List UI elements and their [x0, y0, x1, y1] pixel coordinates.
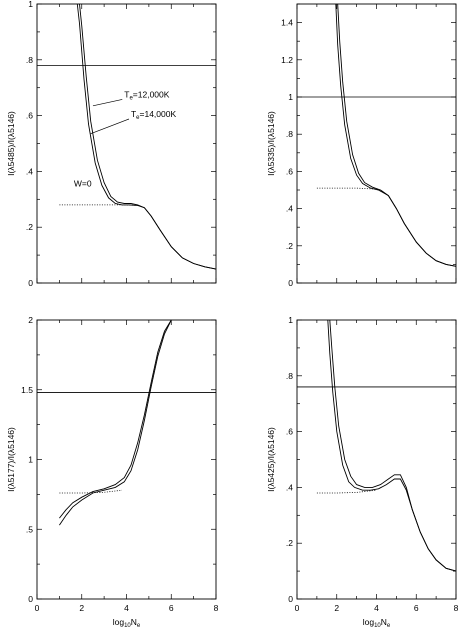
x-tick-label: 6: [169, 603, 174, 613]
y-tick-label: .6: [286, 166, 293, 176]
y-tick-label: .4: [26, 166, 33, 176]
x-tick-label: 6: [414, 603, 419, 613]
x-tick-label: 2: [334, 603, 339, 613]
series-line-0: [329, 319, 457, 572]
annotation-label: Te=12,000K: [124, 89, 170, 101]
x-axis-label: log10Ne: [363, 617, 391, 627]
annotation-pointer: [90, 118, 130, 135]
y-tick-label: .6: [286, 427, 293, 437]
annotation-pointer: [92, 99, 123, 107]
x-tick-label: 2: [79, 603, 84, 613]
y-tick-label: .8: [286, 129, 293, 139]
y-tick-label: .2: [286, 241, 293, 251]
y-tick-label: .8: [286, 371, 293, 381]
plot-frame: [36, 319, 217, 600]
y-tick-label: .4: [286, 482, 293, 492]
x-tick-label: 0: [295, 603, 300, 613]
y-tick-label: 0: [28, 594, 33, 604]
x-tick-label: 8: [214, 603, 219, 613]
y-tick-label: .4: [286, 204, 293, 214]
y-tick-label: 1.2: [281, 55, 293, 65]
y-tick-label: 0: [28, 278, 33, 288]
y-axis-label: I(λ5335)/I(λ5146): [266, 111, 276, 176]
y-tick-label: 1: [288, 315, 293, 325]
y-tick-label: .2: [286, 538, 293, 548]
annotation-label: W=0: [74, 179, 92, 189]
series-line-1: [335, 3, 457, 267]
x-axis-label: log10Ne: [113, 617, 141, 627]
chart-panels: 0 .2 .4 .6 .8 1 I(λ5485)/I(λ5146) Te=12,000K Te=…: [6, 0, 459, 627]
y-tick-label: 1: [28, 0, 33, 9]
y-tick-label: .2: [26, 222, 33, 232]
y-tick-label: 0: [288, 278, 293, 288]
y-tick-label: 1.4: [281, 18, 293, 28]
plot-frame: [36, 3, 217, 284]
series-line-1: [59, 319, 172, 519]
series-line-1: [76, 3, 217, 270]
chart-panel-bottom-right: 0 .2 .4 .6 .8 1 0 2 4 6 8 I(λ5425)/I(λ5146) log10Ne: [266, 315, 459, 627]
y-tick-label: 0: [288, 594, 293, 604]
series-line-2: [59, 204, 138, 206]
y-tick-label: 2: [28, 315, 33, 325]
chart-panel-top-right: 0 .2 .4 .6 .8 1 1.2 1.4 I(λ5335)/I(λ5146): [266, 3, 457, 288]
annotation-label: Te=14,000K: [131, 109, 177, 121]
series-line-0: [59, 319, 172, 526]
y-tick-label: .6: [26, 111, 33, 121]
x-tick-label: 8: [454, 603, 459, 613]
series-line-2: [316, 187, 381, 191]
chart-panel-bottom-left: 0 .5 1 1.5 2 0 2 4 6 8 I(λ5177)/I(λ5146) log10Ne: [6, 315, 219, 627]
series-line-0: [79, 3, 217, 270]
y-axis-label: I(λ5177)/I(λ5146): [6, 427, 16, 492]
y-tick-label: .5: [26, 524, 33, 534]
y-tick-label: 1: [288, 92, 293, 102]
y-tick-label: 1: [28, 455, 33, 465]
y-tick-label: 1.5: [21, 385, 33, 395]
x-tick-label: 4: [124, 603, 129, 613]
y-axis-label: I(λ5425)/I(λ5146): [266, 427, 276, 492]
y-tick-label: .8: [26, 55, 33, 65]
x-tick-label: 0: [35, 603, 40, 613]
chart-panel-top-left: 0 .2 .4 .6 .8 1 I(λ5485)/I(λ5146) Te=12,000K Te=…: [6, 0, 217, 288]
plot-frame: [296, 319, 457, 600]
series-line-0: [337, 3, 457, 267]
series-line-1: [327, 319, 457, 572]
x-tick-label: 4: [374, 603, 379, 613]
y-axis-label: I(λ5485)/I(λ5146): [6, 111, 16, 176]
plot-frame: [296, 3, 457, 284]
